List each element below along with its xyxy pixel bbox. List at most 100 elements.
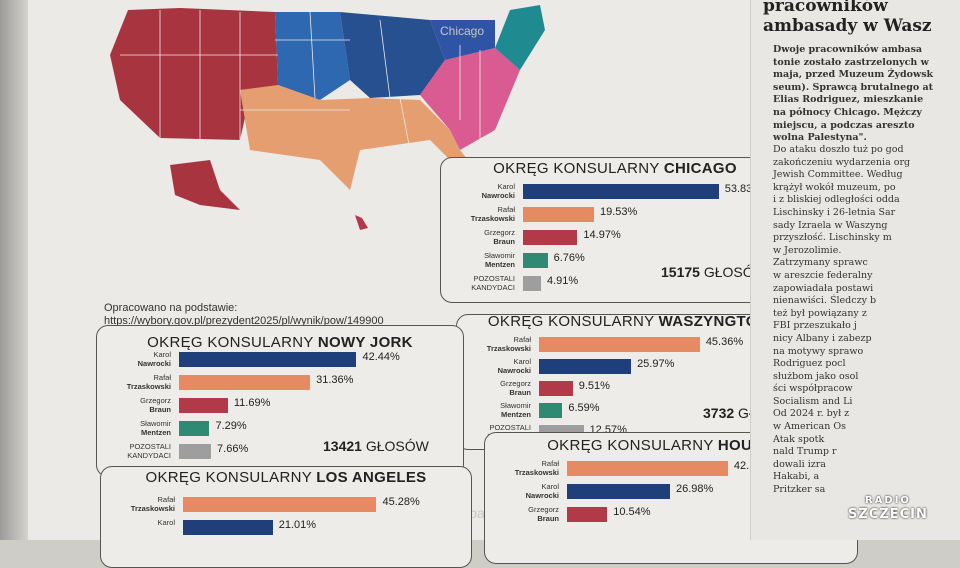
result-percent: 11.69% (233, 397, 271, 409)
candidate-last-name: Trzaskowski (486, 344, 531, 353)
candidate-last-name: Nawrocki (481, 191, 515, 200)
article-line: Atak spotk (773, 433, 825, 445)
result-percent: 6.76% (553, 252, 585, 264)
result-bar (523, 207, 595, 222)
result-percent: 4.91% (547, 275, 579, 287)
logo-line-1: RADIO (864, 495, 911, 506)
candidate-first-name: POZOSTALI (489, 423, 531, 432)
candidate-last-name: KANDYDACI (471, 283, 515, 292)
result-bar (523, 230, 578, 245)
candidate-first-name: Grzegorz (500, 379, 531, 388)
result-row: Grzegorz Braun 9.51% (465, 379, 800, 401)
article-line: na północy Chicago. Mężczy (773, 106, 922, 118)
article-line: seum). Sprawcą brutalnego at (773, 81, 934, 93)
result-percent: 25.97% (637, 358, 675, 370)
article-line: Dwoje pracowników ambasa (773, 44, 923, 55)
map-west-region (110, 8, 278, 140)
box-title-prefix: OKRĘG KONSULARNY (493, 160, 664, 177)
candidate-first-name: Karol (153, 350, 171, 359)
map-northeast-region (495, 5, 545, 70)
result-row: Rafał Trzaskowski 31.36% (105, 373, 475, 395)
article-line: nald Trump r (773, 446, 837, 458)
result-bar (567, 484, 670, 499)
candidate-last-name: KANDYDACI (127, 451, 171, 460)
box-title: OKRĘG KONSULARNY CHICAGO (441, 160, 789, 177)
box-title-city: NOWY JORK (317, 334, 413, 351)
result-row: Karol Nawrocki 53.83% (449, 182, 789, 204)
candidate-name: Sławomir Mentzen (465, 401, 531, 419)
map-midwest-region (340, 12, 445, 98)
article-line: i z bliskiej odległości odda (773, 194, 900, 206)
article-line: Do ataku doszło tuż po god (773, 144, 904, 155)
candidate-first-name: Sławomir (484, 251, 515, 260)
candidate-first-name: Sławomir (140, 419, 171, 428)
article-line: FBI przeszukało j (773, 320, 857, 332)
box-title: OKRĘG KONSULARNY NOWY JORK (97, 334, 463, 351)
article-line: sady Izraela w Waszyng (773, 219, 888, 231)
candidate-first-name: Rafał (157, 495, 175, 504)
candidate-last-name: Braun (537, 514, 559, 523)
source-note-label: Opracowano na podstawie: (104, 302, 238, 314)
candidate-name: Sławomir Mentzen (105, 419, 171, 437)
candidate-name: Rafał Trzaskowski (493, 459, 559, 477)
article-line: Lischinsky i 26-letnia Sar (773, 206, 896, 218)
article-line: przyszłość. Lischinsky m (773, 232, 892, 244)
result-percent: 19.53% (600, 206, 638, 218)
candidate-last-name: Braun (509, 388, 531, 397)
result-row: Karol 21.01% (109, 518, 484, 540)
box-title-prefix: OKRĘG KONSULARNY (487, 313, 659, 330)
article-line: też był powiązany z (773, 307, 867, 319)
result-row: Karol Nawrocki 42.44% (105, 350, 475, 372)
result-bar (567, 507, 608, 522)
result-row: Grzegorz Braun 11.69% (105, 396, 475, 418)
candidate-name: Rafał Trzaskowski (105, 373, 171, 391)
result-bar (179, 421, 210, 436)
article-line: na motywy sprawo (773, 345, 864, 357)
headline-line: pracowników (763, 0, 888, 16)
candidate-last-name: Mentzen (141, 428, 171, 437)
result-percent: 7.29% (215, 420, 247, 432)
article-line: Elias Rodriguez, mieszkanie (773, 94, 924, 106)
candidate-first-name: Rafał (153, 373, 171, 382)
headline-line: ambasady w Wasz (763, 16, 932, 36)
result-row: Grzegorz Braun 14.97% (449, 228, 789, 250)
candidate-last-name: Trzaskowski (514, 468, 559, 477)
faint-bleed-text-a: Chicago (440, 24, 485, 38)
candidate-last-name: Trzaskowski (470, 214, 515, 223)
candidate-first-name: Rafał (497, 205, 515, 214)
candidate-last-name: Mentzen (501, 410, 531, 419)
result-percent: 7.66% (217, 443, 249, 455)
result-bar (539, 381, 573, 396)
map-alaska (170, 160, 240, 210)
result-bar (539, 359, 632, 374)
article-line: w areszcie federalny (773, 269, 873, 281)
result-row: POZOSTALI KANDYDACI 4.91% (449, 274, 789, 296)
result-percent: 21.01% (278, 519, 317, 531)
radio-szczecin-logo: RADIO SZCZECIN (848, 494, 928, 522)
candidate-name: Grzegorz Braun (465, 379, 531, 397)
article-column: pracowników ambasady w Wasz Dwoje pracow… (750, 0, 960, 540)
candidate-last-name: Braun (149, 405, 171, 414)
candidate-first-name: POZOSTALI (129, 442, 171, 451)
candidate-first-name: Grzegorz (484, 228, 515, 237)
candidate-name: Karol Nawrocki (449, 182, 515, 200)
candidate-name: Karol (109, 518, 175, 527)
result-bar (539, 337, 700, 352)
votes-number: 13421 (323, 438, 362, 454)
candidate-last-name: Trzaskowski (126, 382, 171, 391)
result-row: POZOSTALI KANDYDACI 7.66% (105, 442, 475, 464)
map-state-borders (120, 10, 481, 151)
article-line: nicy Albany i zabezp (773, 332, 872, 344)
candidate-name: Rafał Trzaskowski (465, 335, 531, 353)
votes-number: 3732 (703, 405, 735, 421)
box-title-prefix: OKRĘG KONSULARNY (147, 334, 318, 351)
candidate-last-name: Braun (493, 237, 515, 246)
result-percent: 31.36% (316, 374, 354, 386)
article-line: Zatrzymany sprawc (773, 257, 868, 269)
result-row: Rafał Trzaskowski 45.36% (465, 335, 800, 357)
candidate-name: Karol Nawrocki (105, 350, 171, 368)
article-line: maja, przed Muzeum Żydowsk (773, 69, 934, 81)
result-bar (523, 184, 719, 199)
candidate-last-name: Nawrocki (525, 491, 559, 500)
